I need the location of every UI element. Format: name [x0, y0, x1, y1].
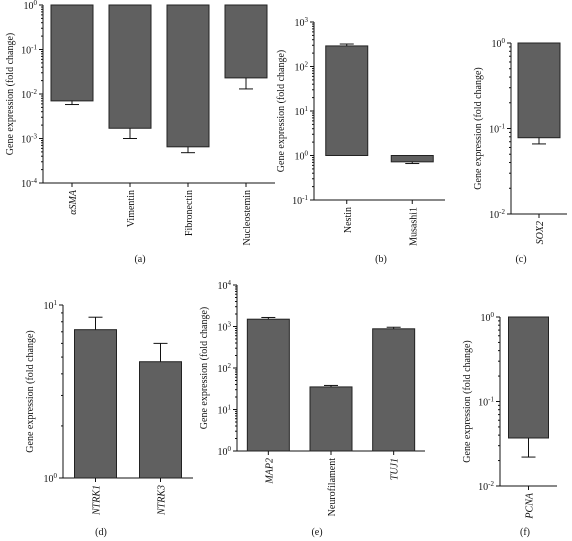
panel-label: (a)	[134, 254, 145, 265]
x-tick-label: NTRK3	[157, 485, 168, 516]
y-axis-label: Gene expression (fold change)	[462, 340, 473, 462]
y-tick-label: 100	[24, 0, 38, 12]
x-tick-label: TUJ1	[390, 458, 401, 480]
y-tick-label: 100	[44, 472, 58, 485]
y-tick-label: 10-4	[21, 177, 37, 190]
chart-panel-a: 100 10-1 10-2 10-3 10-4 Gene expression (fold…	[5, 0, 275, 265]
y-tick-label: 10-2	[489, 208, 505, 221]
y-axis-label: Gene expression (fold change)	[276, 50, 287, 172]
bar-vimentin	[108, 4, 152, 129]
y-tick-label: 100	[218, 445, 232, 458]
x-tick-label: SOX2	[535, 221, 546, 244]
x-tick-label: MAP2	[264, 458, 275, 485]
bar-sox2	[517, 42, 561, 139]
bar-nestin	[325, 45, 369, 157]
bar-map2	[246, 318, 290, 452]
y-tick-label: 100	[492, 37, 506, 50]
y-axis-label: Gene expression (fold change)	[5, 33, 16, 155]
bar-tuj1	[372, 328, 416, 452]
y-tick-label: 101	[44, 299, 58, 312]
y-tick-label: 10-1	[21, 44, 37, 57]
chart-panel-d: 101 100 Gene expression (fold change) NTRK1…	[25, 299, 193, 538]
y-tick-label: 10-1	[478, 396, 494, 409]
bar-nucleostemin	[224, 4, 268, 79]
chart-panel-f: 100 10-1 10-2 Gene expression (fold change)…	[462, 311, 557, 538]
y-tick-label: 101	[295, 105, 309, 118]
bar-fibronectin	[166, 4, 210, 148]
bar-neurofilament	[309, 386, 353, 452]
y-tick-label: 103	[218, 321, 232, 334]
x-tick-label: Neurofilament	[327, 458, 338, 517]
y-tick-label: 103	[295, 16, 309, 29]
y-tick-label: 100	[295, 150, 309, 163]
panel-label: (f)	[520, 527, 530, 538]
y-tick-label: 10-3	[21, 133, 37, 146]
bar-sma	[50, 4, 94, 102]
x-tick-label: PCNA	[525, 492, 536, 519]
y-tick-label: 10-2	[478, 480, 494, 493]
y-tick-label: 104	[218, 279, 232, 292]
y-tick-label: 102	[218, 362, 232, 375]
y-tick-label: 10-1	[292, 194, 308, 207]
chart-panel-b: 103 102 101 100 10-1 Gene expression (fold ch…	[276, 16, 445, 265]
bar-musashi1	[390, 155, 434, 163]
panel-label: (e)	[311, 527, 322, 538]
y-axis-label: Gene expression (fold change)	[199, 307, 210, 429]
y-tick-label: 102	[295, 61, 309, 74]
y-axis-label: Gene expression (fold change)	[473, 67, 484, 189]
x-tick-label: Vimentin	[126, 190, 137, 227]
y-axis-label: Gene expression (fold change)	[25, 330, 36, 452]
x-tick-label: Fibronectin	[184, 190, 195, 236]
y-tick-label: 10-2	[21, 88, 37, 101]
x-tick-label: Nucleostemin	[242, 190, 253, 246]
y-tick-label: 101	[218, 404, 232, 417]
chart-panel-e: 104 103 102 101 100 Gene expression (fold cha…	[199, 279, 425, 538]
bar-ntrk1	[74, 329, 117, 479]
x-tick-label: Musashi1	[408, 207, 419, 246]
x-tick-label: Nestin	[343, 207, 354, 233]
chart-panel-c: 100 10-1 10-2 Gene expression (fold change)…	[473, 37, 567, 265]
bar-pcna	[508, 316, 549, 439]
y-tick-label: 10-1	[489, 123, 505, 136]
bar-ntrk3	[139, 361, 182, 479]
panel-label: (b)	[375, 254, 387, 265]
panel-label: (c)	[515, 254, 526, 265]
panel-label: (d)	[95, 527, 107, 538]
x-tick-label: NTRK1	[92, 485, 103, 516]
y-tick-label: 100	[481, 311, 495, 324]
x-tick-label: αSMA	[68, 189, 79, 215]
